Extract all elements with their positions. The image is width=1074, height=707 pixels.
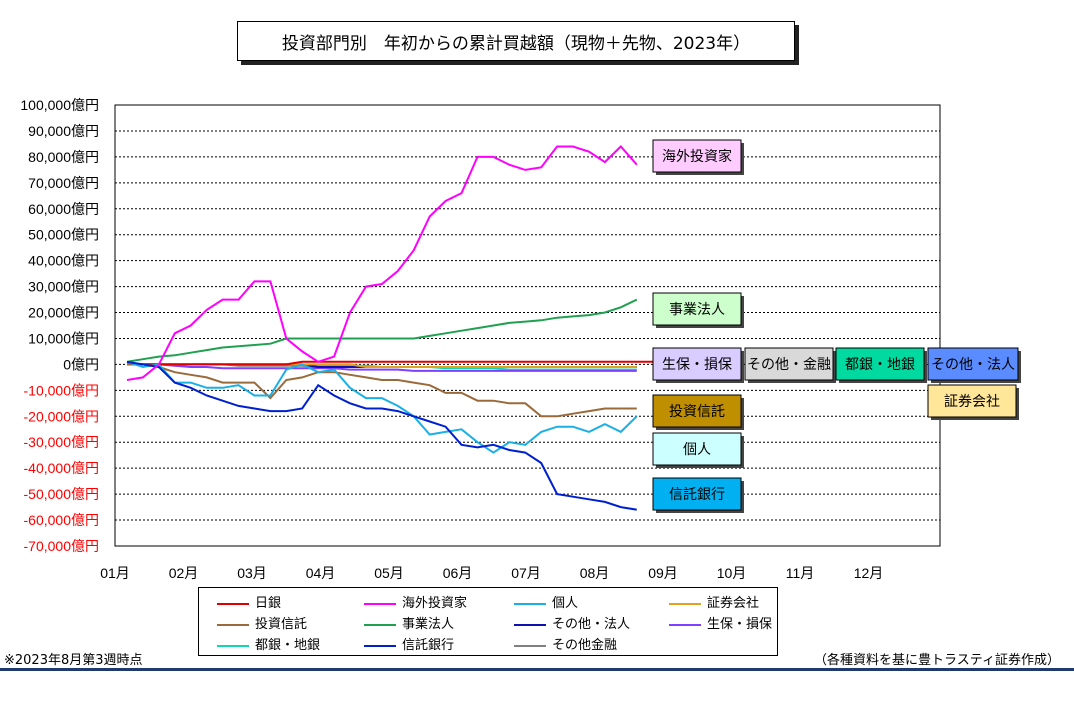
y-tick-label: 20,000億円: [28, 305, 99, 321]
x-tick-label: 04月: [306, 565, 336, 581]
legend-swatch: [669, 602, 701, 605]
plot-frame: [114, 104, 941, 547]
legend-item: 個人: [514, 592, 578, 611]
callout-box: [927, 384, 1017, 418]
x-tick-label: 03月: [237, 565, 267, 581]
callout-box: [652, 139, 742, 173]
callout-label: 証券会社: [944, 394, 1000, 410]
x-tick-label: 02月: [169, 565, 199, 581]
y-tick-label: 60,000億円: [28, 201, 99, 217]
series-line: [126, 145, 638, 381]
callout-box: [652, 477, 742, 511]
y-tick-label: 40,000億円: [28, 253, 99, 269]
callout-box: [652, 292, 742, 326]
bottom-rule: [0, 668, 1074, 671]
y-tick-label: 30,000億円: [28, 279, 99, 295]
legend-item: その他・法人: [514, 613, 630, 632]
series-line: [126, 298, 638, 363]
legend-label: 生保・損保: [707, 617, 773, 632]
callout-label: 事業法人: [669, 302, 725, 318]
series-line: [127, 360, 653, 366]
x-tick-label: 10月: [717, 565, 747, 581]
legend-item: 生保・損保: [669, 613, 772, 632]
chart-title: 投資部門別 年初からの累計買越額（現物＋先物、2023年）: [237, 21, 795, 61]
footnote: ※2023年8月第3週時点: [4, 653, 143, 668]
legend-label: 信託銀行: [402, 638, 455, 653]
x-tick-label: 08月: [580, 565, 610, 581]
legend-swatch: [364, 623, 396, 626]
callout-label: 生保・損保: [662, 357, 732, 373]
series-line: [127, 363, 637, 418]
legend-item: 事業法人: [364, 613, 454, 632]
y-tick-label: 0億円: [63, 356, 99, 372]
legend-swatch: [669, 623, 701, 626]
series-line: [127, 363, 637, 372]
x-tick-label: 12月: [854, 565, 884, 581]
legend-label: 投資信託: [255, 617, 308, 632]
legend: 日銀 海外投資家 個人 証券会社投資信託 事業法人 その他・法人 生保・損保都銀・地銀 信託銀…: [198, 587, 778, 656]
y-tick-label: -50,000億円: [24, 486, 99, 502]
y-tick-label: 70,000億円: [28, 175, 99, 191]
legend-item: 日銀: [217, 592, 281, 611]
y-tick-label: 10,000億円: [28, 330, 99, 346]
y-tick-label: 90,000億円: [28, 123, 99, 139]
x-tick-label: 01月: [100, 565, 130, 581]
callout-label: 都銀・地銀: [845, 357, 915, 373]
y-tick-label: -10,000億円: [24, 382, 99, 398]
legend-item: その他金融: [514, 634, 617, 653]
legend-swatch: [514, 623, 546, 626]
callout-box: [927, 347, 1019, 381]
callout-label: 信託銀行: [669, 487, 725, 503]
legend-label: 都銀・地銀: [255, 638, 321, 653]
source-note: （各種資料を基に豊トラスティ証券作成）: [814, 653, 1060, 668]
callout-box: [652, 432, 742, 466]
legend-label: その他金融: [552, 638, 618, 653]
callout-box: [652, 394, 742, 428]
legend-label: 証券会社: [707, 596, 760, 611]
legend-label: 事業法人: [402, 617, 455, 632]
legend-swatch: [217, 623, 249, 626]
y-tick-label: -60,000億円: [24, 512, 99, 528]
callout-label: その他・金融: [747, 357, 831, 373]
legend-label: 海外投資家: [402, 596, 468, 611]
callout-label: 投資信託: [669, 404, 725, 420]
legend-swatch: [364, 602, 396, 605]
y-tick-label: -40,000億円: [24, 460, 99, 476]
callout-box: [744, 347, 834, 381]
legend-swatch: [217, 602, 249, 605]
y-tick-label: -70,000億円: [24, 538, 99, 554]
legend-swatch: [364, 644, 396, 647]
y-tick-label: -30,000億円: [24, 434, 99, 450]
legend-item: 海外投資家: [364, 592, 467, 611]
callout-box: [835, 347, 925, 381]
legend-item: 投資信託: [217, 613, 307, 632]
x-tick-label: 07月: [511, 565, 541, 581]
callout-label: 個人: [683, 442, 711, 458]
y-tick-label: 100,000億円: [20, 97, 99, 113]
series-line: [126, 360, 638, 454]
legend-item: 証券会社: [669, 592, 759, 611]
legend-label: 個人: [552, 596, 579, 611]
legend-swatch: [514, 644, 546, 647]
x-tick-label: 11月: [786, 565, 815, 581]
legend-swatch: [514, 602, 546, 605]
legend-swatch: [217, 644, 249, 647]
series-line: [126, 360, 637, 511]
x-tick-label: 05月: [374, 565, 404, 581]
legend-label: 日銀: [255, 596, 282, 611]
callout-label: その他・法人: [931, 357, 1015, 373]
legend-item: 信託銀行: [364, 634, 454, 653]
legend-label: その他・法人: [552, 617, 631, 632]
callout-box: [652, 347, 742, 381]
y-tick-label: -20,000億円: [24, 408, 99, 424]
legend-item: 都銀・地銀: [217, 634, 320, 653]
x-tick-label: 09月: [648, 565, 678, 581]
x-tick-label: 06月: [443, 565, 473, 581]
y-tick-label: 80,000億円: [28, 149, 99, 165]
y-tick-label: 50,000億円: [28, 227, 99, 243]
callout-label: 海外投資家: [662, 148, 732, 165]
